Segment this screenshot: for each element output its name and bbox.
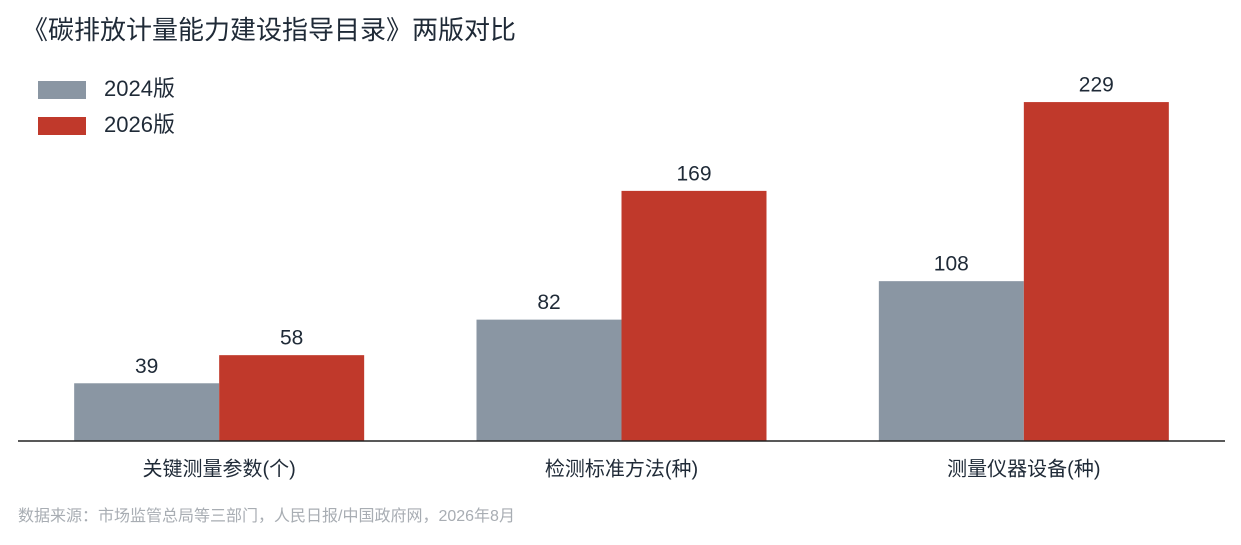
value-label: 169 — [676, 162, 711, 185]
bar — [878, 281, 1024, 441]
value-label: 229 — [1079, 74, 1114, 97]
bar — [219, 355, 365, 441]
source-note: 数据来源：市场监管总局等三部门，人民日报/中国政府网，2026年8月 — [18, 507, 515, 525]
value-label: 58 — [280, 327, 303, 350]
legend-swatch — [38, 81, 86, 99]
value-label: 39 — [135, 355, 158, 378]
bar — [621, 190, 767, 441]
bar — [1023, 102, 1169, 441]
legend-label: 2024版 — [104, 76, 175, 101]
bar — [74, 383, 220, 441]
value-label: 82 — [537, 291, 560, 314]
legend-label: 2026版 — [104, 112, 175, 137]
x-tick-label: 检测标准方法(种) — [545, 457, 698, 480]
x-tick-label: 关键测量参数(个) — [143, 457, 296, 480]
x-tick-label: 测量仪器设备(种) — [947, 457, 1100, 480]
bar — [476, 319, 622, 441]
legend-swatch — [38, 117, 86, 135]
chart-title: 《碳排放计量能力建设指导目录》两版对比 — [22, 15, 516, 45]
value-label: 108 — [934, 253, 969, 276]
